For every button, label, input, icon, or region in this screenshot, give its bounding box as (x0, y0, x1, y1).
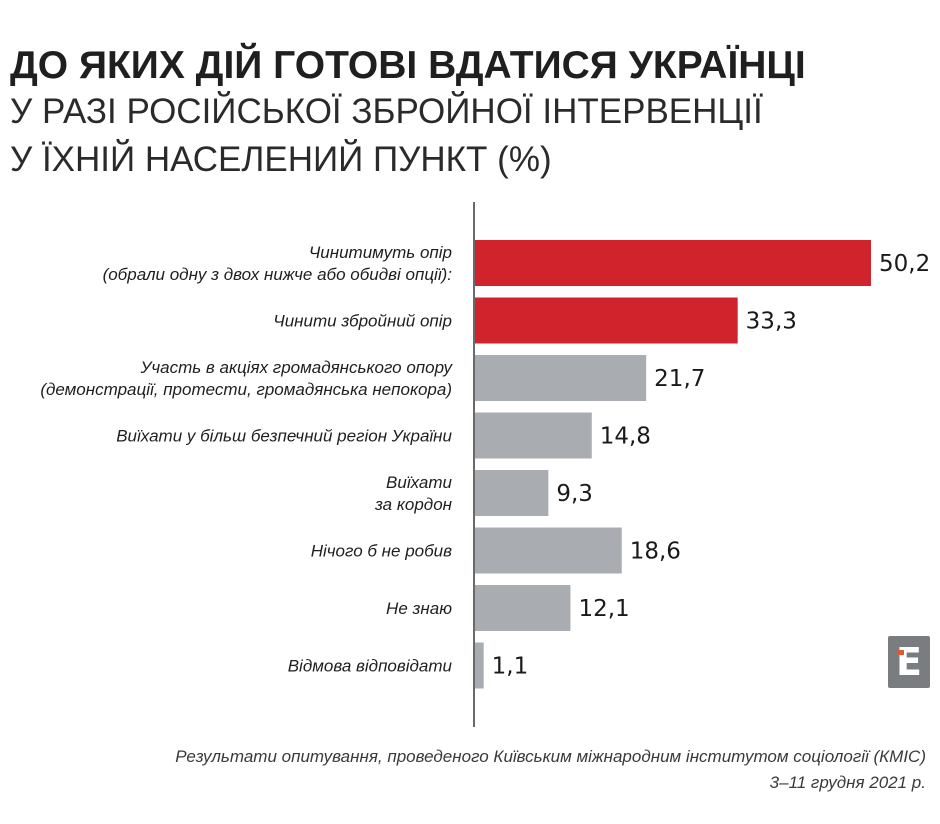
category-label: Нічого б не робив (311, 542, 452, 561)
category-label: за кордон (374, 495, 453, 514)
bar (475, 240, 871, 286)
bar-chart: 50,2 Чинитимуть опір (обрали одну з двох н… (40, 202, 930, 727)
chart-subtitle-line-2: У ЇХНІЙ НАСЕЛЕНИЙ ПУНКТ (%) (10, 140, 552, 179)
bar (475, 412, 592, 459)
bar (475, 470, 549, 516)
category-label: (демонстрації, протести, громадянська не… (40, 380, 452, 399)
publisher-logo: Е (888, 636, 930, 688)
data-label: 21,7 (654, 366, 705, 392)
data-label: 12,1 (578, 596, 629, 622)
category-label: Виїхати у більш безпечний регіон України (116, 427, 452, 446)
data-label: 18,6 (630, 539, 681, 565)
category-label: Виїхати (386, 473, 452, 492)
source-note: Результати опитування, проведеного Київс… (175, 744, 926, 796)
data-label: 14,8 (600, 424, 651, 450)
category-label: Участь в акціях громадянського опору (139, 358, 453, 377)
source-note-line-2: 3–11 грудня 2021 р. (769, 773, 926, 792)
logo-letter: Е (896, 640, 922, 684)
data-label: 9,3 (556, 481, 593, 507)
data-label: 50,2 (879, 251, 930, 277)
chart-subtitle-line-1: У РАЗІ РОСІЙСЬКОЇ ЗБРОЙНОЇ ІНТЕРВЕНЦІЇ (10, 92, 763, 131)
logo-accent-mark (898, 650, 904, 655)
category-label: Чинити збройний опір (273, 312, 452, 331)
data-label: 33,3 (746, 309, 797, 335)
category-label: Чинитимуть опір (309, 243, 452, 262)
bar (475, 355, 647, 401)
category-label: (обрали одну з двох нижче або обидві опц… (103, 265, 453, 284)
bar (475, 642, 484, 689)
source-note-line-1: Результати опитування, проведеного Київс… (175, 747, 926, 766)
chart-title: ДО ЯКИХ ДІЙ ГОТОВІ ВДАТИСЯ УКРАЇНЦІ (10, 44, 806, 87)
data-label: 1,1 (492, 654, 529, 680)
bar (475, 585, 571, 631)
category-label: Відмова відповідати (288, 657, 453, 676)
category-label: Не знаю (386, 599, 452, 618)
bar (475, 527, 622, 574)
bar (475, 297, 738, 344)
